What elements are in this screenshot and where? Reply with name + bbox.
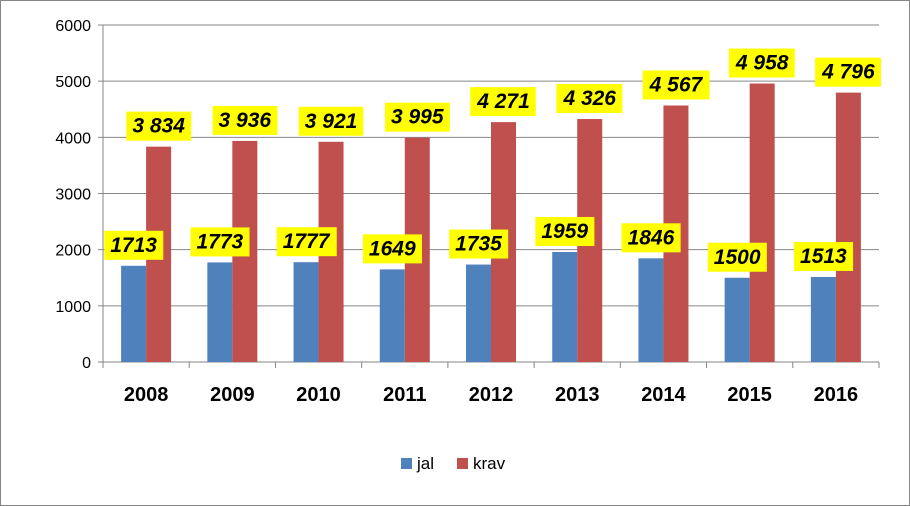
data-label-krav-2015: 4 958 (728, 48, 795, 78)
legend-item-jal: jal (401, 454, 434, 473)
data-label-text: 1649 (369, 237, 416, 260)
x-tick-label: 2012 (469, 384, 514, 406)
data-label-background (815, 57, 881, 87)
data-label-krav-2008: 3 834 (126, 111, 192, 141)
data-label-background (449, 229, 509, 259)
data-label-text: 4 958 (735, 52, 789, 75)
data-label-jal-2012: 1735 (449, 229, 509, 259)
data-label-text: 3 834 (132, 115, 185, 138)
bar-jal-2012 (466, 264, 491, 362)
y-tick-label: 0 (82, 355, 91, 372)
x-tick-label: 2016 (814, 384, 859, 406)
data-label-background (621, 223, 681, 253)
data-label-background (707, 242, 767, 272)
data-label-jal-2016: 1513 (794, 242, 854, 272)
data-label-text: 1713 (110, 234, 157, 257)
data-label-text: 4 567 (649, 73, 704, 96)
bar-jal-2010 (293, 262, 319, 362)
legend: jal krav (401, 454, 506, 473)
data-label-jal-2009: 1773 (190, 227, 250, 257)
data-label-text: 3 936 (219, 109, 272, 132)
y-tick-label: 5000 (55, 74, 91, 91)
y-tick-label: 2000 (55, 243, 91, 260)
data-label-text: 1959 (541, 220, 588, 243)
legend-swatch (401, 458, 412, 469)
data-label-text: 1846 (628, 226, 675, 249)
data-label-jal-2015: 1500 (707, 242, 767, 272)
data-label-background (535, 216, 595, 246)
y-tick-label: 4000 (55, 130, 91, 147)
data-label-background (212, 105, 278, 135)
x-axis-ticks: 2008 2009 2010 2011 2012 2013 2014 2015 2016 (102, 362, 880, 406)
data-label-krav-2009: 3 936 (212, 105, 278, 135)
y-tick-label: 6000 (55, 18, 91, 35)
data-label-jal-2011: 1649 (362, 234, 422, 264)
data-label-text: 1513 (800, 245, 847, 268)
data-label-text: 1735 (455, 233, 502, 256)
data-label-background (298, 106, 364, 136)
data-labels: 1713 1773 1777 1649 1735 1959 1846 1500 1513 3 83… (104, 48, 881, 272)
data-label-text: 1500 (714, 246, 761, 269)
data-label-krav-2012: 4 271 (470, 87, 536, 117)
legend-item-krav: krav (457, 454, 506, 473)
x-tick-label: 2008 (124, 384, 169, 406)
data-label-background (556, 84, 623, 114)
bar-jal-2013 (552, 251, 578, 362)
bar-krav-2015 (749, 83, 775, 362)
data-label-text: 1773 (196, 230, 243, 253)
x-tick-label: 2015 (727, 384, 772, 406)
legend-swatch (457, 458, 469, 469)
data-label-jal-2010: 1777 (276, 227, 337, 257)
bar-jal-2009 (207, 262, 233, 362)
y-tick-label: 1000 (55, 299, 91, 316)
bar-jal-2014 (638, 258, 664, 362)
data-label-text: 4 326 (562, 87, 616, 110)
data-label-background (104, 230, 164, 260)
data-label-background (728, 48, 795, 78)
data-label-krav-2010: 3 921 (298, 106, 364, 136)
bar-krav-2016 (835, 92, 861, 362)
data-label-jal-2014: 1846 (621, 223, 681, 253)
data-label-background (126, 111, 192, 141)
bar-jal-2011 (379, 269, 405, 362)
data-label-jal-2013: 1959 (535, 216, 595, 246)
data-label-background (384, 102, 450, 132)
data-label-text: 3 995 (391, 106, 444, 129)
data-label-text: 4 271 (476, 90, 530, 113)
x-tick-label: 2014 (641, 384, 686, 406)
data-label-krav-2011: 3 995 (384, 102, 450, 132)
data-label-krav-2016: 4 796 (815, 57, 881, 87)
legend-label: krav (473, 454, 506, 473)
x-tick-label: 2010 (296, 384, 341, 406)
data-label-background (794, 242, 854, 272)
data-label-text: 4 796 (821, 61, 875, 84)
x-tick-label: 2009 (210, 384, 255, 406)
y-axis-ticks: 0 1000 2000 3000 4000 5000 6000 (55, 18, 103, 372)
legend-label: jal (416, 454, 434, 473)
bar-jal-2008 (121, 265, 147, 362)
x-tick-label: 2011 (383, 384, 426, 406)
data-label-text: 1777 (283, 230, 331, 253)
bar-jal-2015 (724, 277, 750, 362)
data-label-background (470, 87, 536, 117)
data-label-background (642, 70, 710, 100)
data-label-jal-2008: 1713 (104, 230, 164, 260)
data-label-krav-2014: 4 567 (642, 70, 710, 100)
data-label-background (190, 227, 250, 257)
data-label-background (362, 234, 422, 264)
data-label-text: 3 921 (305, 110, 358, 133)
bar-jal-2016 (810, 277, 836, 362)
x-tick-label: 2013 (555, 384, 600, 406)
y-tick-label: 3000 (55, 187, 91, 204)
data-label-background (276, 227, 337, 257)
data-label-krav-2013: 4 326 (556, 84, 623, 114)
